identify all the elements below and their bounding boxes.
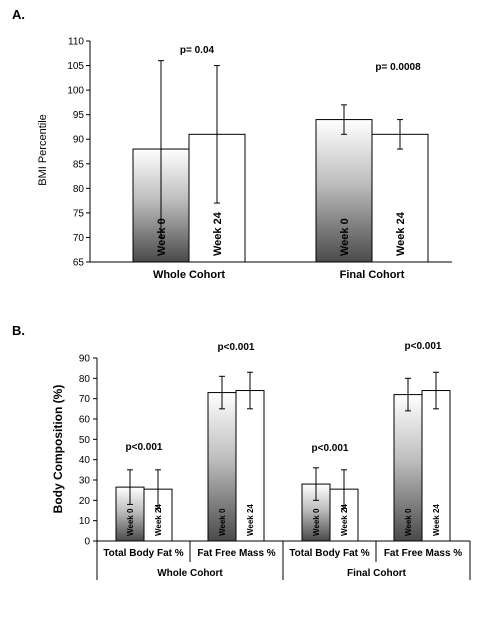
panel-b-p-value: p<0.001 — [405, 341, 442, 352]
panel-a-bar-label: Week 0 — [156, 218, 168, 256]
panel-b-y-tick-label: 60 — [79, 415, 91, 426]
panel-a-y-tick-label: 85 — [73, 159, 85, 170]
panel-b-y-tick-label: 50 — [79, 435, 91, 446]
panel-b-bar-label: Week 0 — [126, 508, 135, 536]
panel-a-category-label: Whole Cohort — [153, 269, 225, 281]
panel-a-y-tick-label: 70 — [73, 233, 85, 244]
panel-a-y-tick-label: 90 — [73, 135, 85, 146]
panel-b-y-tick-label: 90 — [79, 354, 91, 365]
panel-a-y-tick-label: 100 — [67, 86, 84, 97]
panel-a-p-value: p= 0.04 — [180, 45, 215, 56]
panel-b-y-tick-label: 30 — [79, 476, 91, 487]
panel-b-y-tick-label: 10 — [79, 516, 91, 527]
panel-b-group-label: Final Cohort — [347, 568, 407, 579]
panel-b-y-tick-label: 70 — [79, 394, 91, 405]
panel-a-y-tick-label: 80 — [73, 184, 85, 195]
panel-a-bar-label: Week 0 — [339, 218, 351, 256]
panel-b-y-tick-label: 0 — [84, 537, 90, 548]
panel-b-category-label: Fat Free Mass % — [197, 548, 275, 559]
panel-b-bar-label: Week 24 — [154, 504, 163, 536]
panel-a-y-tick-label: 65 — [73, 258, 85, 269]
panel-a-y-tick-label: 95 — [73, 110, 85, 121]
panel-b-p-value: p<0.001 — [218, 342, 255, 353]
panel-a-bar-label: Week 24 — [212, 211, 224, 256]
panel-a-bar — [371, 133, 429, 263]
panel-b-bar-label: Week 24 — [246, 504, 255, 536]
panel-b-chart: B. Body Composition (%) 0 10 20 30 40 50 60 70 8… — [12, 323, 471, 580]
panel-b-bar-label: Week 0 — [312, 508, 321, 536]
panel-b-group-label: Whole Cohort — [157, 568, 223, 579]
panel-b-category-label: Total Body Fat % — [103, 548, 183, 559]
panel-a-bar-label: Week 24 — [395, 211, 407, 256]
panel-b-y-tick-label: 80 — [79, 374, 91, 385]
panel-b-bar — [393, 394, 423, 542]
panel-a-p-value: p= 0.0008 — [375, 62, 421, 73]
panel-b-y-axis-title: Body Composition (%) — [51, 385, 65, 514]
panel-b-y-tick-label: 20 — [79, 496, 91, 507]
panel-b-label: B. — [12, 323, 25, 338]
panel-b-bar-label: Week 24 — [340, 504, 349, 536]
panel-a-y-tick-label: 75 — [73, 208, 85, 219]
panel-b-bar-label: Week 24 — [432, 504, 441, 536]
panel-a-y-tick-label: 105 — [67, 61, 84, 72]
panel-a-category-label: Final Cohort — [340, 269, 405, 281]
panel-a-y-tick-label: 110 — [68, 37, 84, 48]
panel-b-bar — [421, 390, 451, 542]
panel-b-y-tick-label: 40 — [79, 455, 91, 466]
panel-a-chart: A. BMI Percentile 65 70 75 80 85 90 95 100 105 11… — [12, 7, 452, 281]
panel-b-category-label: Total Body Fat % — [289, 548, 369, 559]
panel-b-p-value: p<0.001 — [126, 442, 163, 453]
panel-a-label: A. — [12, 7, 25, 22]
panel-b-bar-label: Week 0 — [218, 508, 227, 536]
panel-b-p-value: p<0.001 — [312, 443, 349, 454]
panel-b-bar-label: Week 0 — [404, 508, 413, 536]
panel-a-y-axis-title: BMI Percentile — [37, 114, 49, 186]
panel-b-category-label: Fat Free Mass % — [384, 548, 462, 559]
